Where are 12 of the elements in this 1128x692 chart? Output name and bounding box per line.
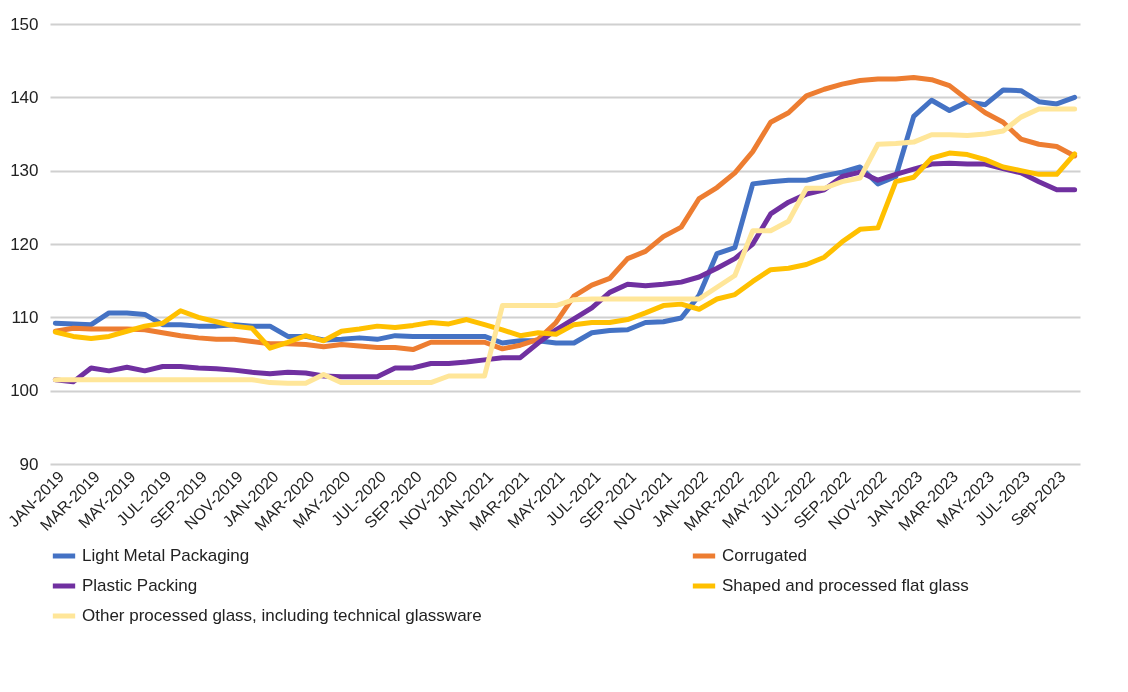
y-tick-label: 120 bbox=[10, 234, 39, 254]
legend-label: Corrugated bbox=[722, 546, 808, 565]
y-tick-label: 150 bbox=[10, 14, 39, 34]
y-tick-label: 90 bbox=[19, 454, 39, 474]
legend-label: Light Metal Packaging bbox=[82, 546, 250, 565]
legend-label: Shaped and processed flat glass bbox=[722, 576, 969, 595]
y-tick-label: 130 bbox=[10, 161, 39, 181]
y-tick-label: 140 bbox=[10, 87, 39, 107]
legend-label: Plastic Packing bbox=[82, 576, 198, 595]
y-tick-label: 100 bbox=[10, 381, 39, 401]
y-tick-label: 110 bbox=[11, 307, 39, 327]
legend-label: Other processed glass, including technical glassware bbox=[82, 606, 482, 625]
